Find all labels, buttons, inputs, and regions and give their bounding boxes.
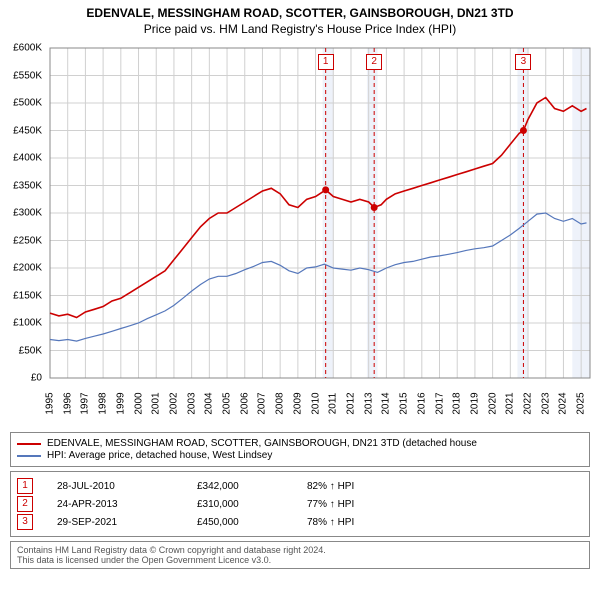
x-tick-label: 1999 xyxy=(115,392,126,414)
event-row: 1 28-JUL-2010 £342,000 82% ↑ HPI xyxy=(17,478,583,494)
event-row: 2 24-APR-2013 £310,000 77% ↑ HPI xyxy=(17,496,583,512)
y-tick-label: £250K xyxy=(13,235,42,246)
footer-line: This data is licensed under the Open Gov… xyxy=(17,555,583,565)
x-tick-label: 2006 xyxy=(239,392,250,414)
x-tick-label: 2022 xyxy=(523,392,534,414)
x-tick-label: 2002 xyxy=(168,392,179,414)
x-tick-label: 2024 xyxy=(558,392,569,414)
y-tick-label: £350K xyxy=(13,180,42,191)
y-tick-label: £500K xyxy=(13,98,42,109)
chart-area: £0 £50K £100K £150K £200K £250K £300K £350K £400… xyxy=(0,40,600,430)
event-pct: 77% ↑ HPI xyxy=(307,499,354,510)
y-tick-label: £100K xyxy=(13,318,42,329)
x-tick-label: 2020 xyxy=(487,392,498,414)
x-tick-label: 2000 xyxy=(133,392,144,414)
event-pct: 78% ↑ HPI xyxy=(307,517,354,528)
y-tick-label: £450K xyxy=(13,125,42,136)
x-tick-label: 2017 xyxy=(434,392,445,414)
x-tick-label: 1998 xyxy=(98,392,109,414)
legend-label: HPI: Average price, detached house, West… xyxy=(47,450,272,461)
legend-label: EDENVALE, MESSINGHAM ROAD, SCOTTER, GAIN… xyxy=(47,438,477,449)
event-badge-icon: 1 xyxy=(17,478,33,494)
legend-item: HPI: Average price, detached house, West… xyxy=(17,450,583,461)
x-tick-label: 2025 xyxy=(576,392,587,414)
legend: EDENVALE, MESSINGHAM ROAD, SCOTTER, GAIN… xyxy=(10,432,590,467)
footer: Contains HM Land Registry data © Crown c… xyxy=(10,541,590,569)
x-tick-label: 2018 xyxy=(452,392,463,414)
chart-subtitle: Price paid vs. HM Land Registry's House … xyxy=(0,20,600,40)
x-tick-label: 2004 xyxy=(204,392,215,414)
x-tick-label: 2023 xyxy=(540,392,551,414)
chart-event-badge-icon: 3 xyxy=(515,54,531,70)
y-tick-label: £0 xyxy=(31,373,42,384)
y-tick-label: £600K xyxy=(13,43,42,54)
y-tick-label: £200K xyxy=(13,263,42,274)
chart-svg xyxy=(0,40,600,430)
x-tick-label: 2011 xyxy=(328,393,339,415)
event-price: £310,000 xyxy=(197,499,307,510)
event-badge-icon: 2 xyxy=(17,496,33,512)
x-tick-label: 1996 xyxy=(62,392,73,414)
event-price: £342,000 xyxy=(197,481,307,492)
x-tick-label: 2008 xyxy=(275,392,286,414)
event-date: 29-SEP-2021 xyxy=(57,517,197,528)
x-tick-label: 1997 xyxy=(80,392,91,414)
y-tick-label: £300K xyxy=(13,208,42,219)
events-table: 1 28-JUL-2010 £342,000 82% ↑ HPI 2 24-AP… xyxy=(10,471,590,537)
x-tick-label: 2019 xyxy=(469,392,480,414)
footer-line: Contains HM Land Registry data © Crown c… xyxy=(17,545,583,555)
y-tick-label: £50K xyxy=(19,345,42,356)
x-tick-label: 2016 xyxy=(416,392,427,414)
x-tick-label: 2003 xyxy=(186,392,197,414)
x-tick-label: 2013 xyxy=(363,392,374,414)
x-tick-label: 2005 xyxy=(222,392,233,414)
event-pct: 82% ↑ HPI xyxy=(307,481,354,492)
x-tick-label: 1995 xyxy=(45,392,56,414)
y-tick-label: £150K xyxy=(13,290,42,301)
legend-item: EDENVALE, MESSINGHAM ROAD, SCOTTER, GAIN… xyxy=(17,438,583,449)
y-tick-label: £550K xyxy=(13,70,42,81)
event-price: £450,000 xyxy=(197,517,307,528)
legend-swatch-icon xyxy=(17,443,41,445)
x-tick-label: 2015 xyxy=(399,392,410,414)
figure: { "title": "EDENVALE, MESSINGHAM ROAD, S… xyxy=(0,0,600,590)
x-tick-label: 2007 xyxy=(257,392,268,414)
event-badge-icon: 3 xyxy=(17,514,33,530)
x-tick-label: 2012 xyxy=(345,392,356,414)
x-tick-label: 2021 xyxy=(505,392,516,414)
x-tick-label: 2014 xyxy=(381,392,392,414)
event-row: 3 29-SEP-2021 £450,000 78% ↑ HPI xyxy=(17,514,583,530)
legend-swatch-icon xyxy=(17,455,41,457)
chart-event-badge-icon: 2 xyxy=(366,54,382,70)
chart-event-badge-icon: 1 xyxy=(318,54,334,70)
y-tick-label: £400K xyxy=(13,153,42,164)
x-tick-label: 2009 xyxy=(292,392,303,414)
chart-title: EDENVALE, MESSINGHAM ROAD, SCOTTER, GAIN… xyxy=(0,0,600,20)
event-date: 24-APR-2013 xyxy=(57,499,197,510)
x-tick-label: 2010 xyxy=(310,392,321,414)
event-date: 28-JUL-2010 xyxy=(57,481,197,492)
x-tick-label: 2001 xyxy=(151,392,162,414)
